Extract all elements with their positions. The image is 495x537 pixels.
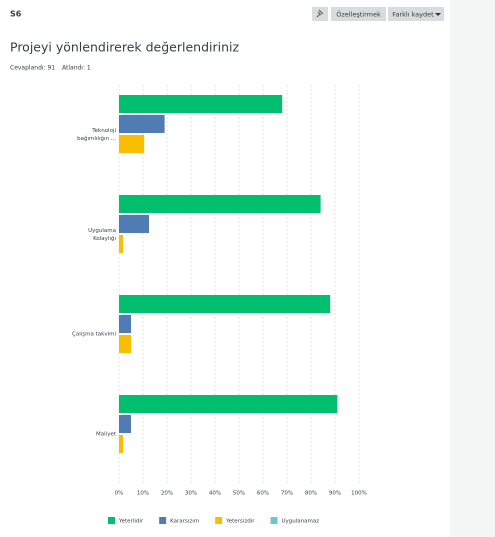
chart-title: Projeyi yönlendirerek değerlendiriniz <box>10 40 240 55</box>
x-tick-label: 100% <box>351 491 367 497</box>
category-label: Teknoloji bağımlılığın ... <box>77 128 116 142</box>
x-tick-label: 80% <box>305 491 317 497</box>
category-label: Maliyet <box>96 432 117 438</box>
legend-swatch <box>270 517 278 524</box>
dropdown-arrow <box>435 13 441 16</box>
x-tick-label: 40% <box>209 491 221 497</box>
answered: Cevaplandı: 91 <box>10 65 55 72</box>
skipped: Atlandı: 1 <box>62 65 91 72</box>
x-tick-label: 50% <box>233 491 245 497</box>
x-tick-label: 20% <box>161 491 173 497</box>
bar <box>119 295 331 313</box>
bar <box>119 135 145 153</box>
legend-swatch <box>159 517 167 524</box>
x-tick-label: 60% <box>257 491 269 497</box>
legend-label: Yetersizdir <box>225 519 255 525</box>
legend-label: Uygulanamaz <box>282 519 320 525</box>
bar <box>119 115 165 133</box>
button-label: Özelleştirmek <box>336 10 381 19</box>
bar <box>119 215 149 233</box>
bar <box>119 335 131 353</box>
bar <box>119 435 124 453</box>
bar <box>119 315 131 333</box>
question-id: S6 <box>10 10 22 19</box>
pin-icon <box>316 9 324 18</box>
save-as-button[interactable] <box>388 7 444 21</box>
x-tick-label: 90% <box>329 491 341 497</box>
legend-label: Yeterlidir <box>118 519 144 525</box>
bar <box>119 95 283 113</box>
button-label: Farklı kaydet <box>392 11 434 19</box>
x-tick-label: 10% <box>137 491 149 497</box>
x-tick-label: 70% <box>281 491 293 497</box>
bar <box>119 415 131 433</box>
bar <box>119 195 321 213</box>
legend-swatch <box>215 517 223 524</box>
legend-swatch <box>108 517 115 524</box>
panel <box>0 0 450 537</box>
category-label: Çalışma takvimi <box>72 332 116 338</box>
legend-label: Kararsızım <box>170 519 199 525</box>
bar <box>119 235 124 253</box>
x-tick-label: 30% <box>185 491 197 497</box>
customize-button[interactable] <box>331 7 386 21</box>
bar <box>119 395 338 413</box>
category-label: Uygulama Kolaylığı <box>88 228 116 242</box>
x-tick-label: 0% <box>115 491 124 497</box>
